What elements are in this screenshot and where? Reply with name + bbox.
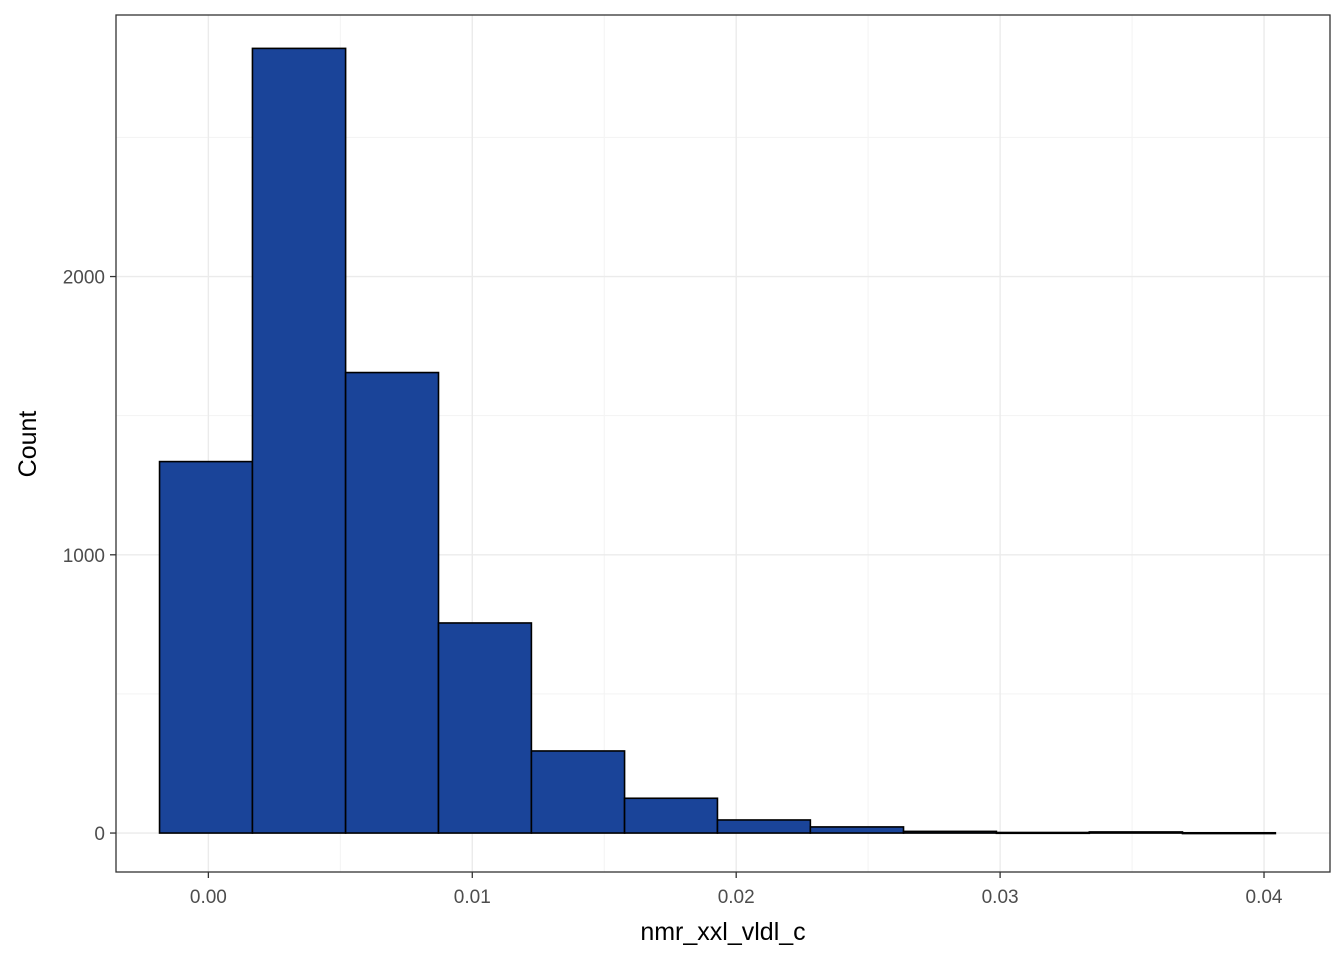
y-axis-title: Count bbox=[14, 411, 42, 478]
x-tick-label: 0.04 bbox=[1246, 887, 1283, 908]
histogram-bar bbox=[158, 460, 254, 834]
histogram-bar bbox=[623, 797, 719, 834]
histogram-bar bbox=[902, 830, 998, 834]
histogram-bar bbox=[809, 826, 905, 834]
x-tick-label: 0.00 bbox=[190, 887, 227, 908]
x-axis-title: nmr_xxl_vldl_c bbox=[640, 918, 805, 946]
x-tick-label: 0.01 bbox=[454, 887, 491, 908]
y-tick-label: 0 bbox=[94, 824, 105, 845]
panel-border bbox=[115, 14, 1331, 873]
histogram-bar bbox=[344, 371, 440, 834]
histogram-bar bbox=[1088, 831, 1184, 834]
histogram-bars bbox=[158, 47, 1277, 835]
y-axis: 0 1000 2000 bbox=[63, 268, 116, 845]
histogram-bar bbox=[716, 819, 812, 834]
histogram-bar bbox=[437, 622, 533, 834]
histogram-bar bbox=[251, 47, 347, 834]
histogram-bar bbox=[1181, 831, 1277, 835]
x-tick-label: 0.03 bbox=[982, 887, 1019, 908]
histogram-bar bbox=[995, 831, 1091, 835]
y-tick-label: 1000 bbox=[63, 546, 105, 567]
histogram-bar bbox=[530, 750, 626, 834]
x-axis: 0.00 0.01 0.02 0.03 0.04 bbox=[190, 872, 1283, 908]
x-tick-label: 0.02 bbox=[718, 887, 755, 908]
y-tick-label: 2000 bbox=[63, 268, 105, 289]
